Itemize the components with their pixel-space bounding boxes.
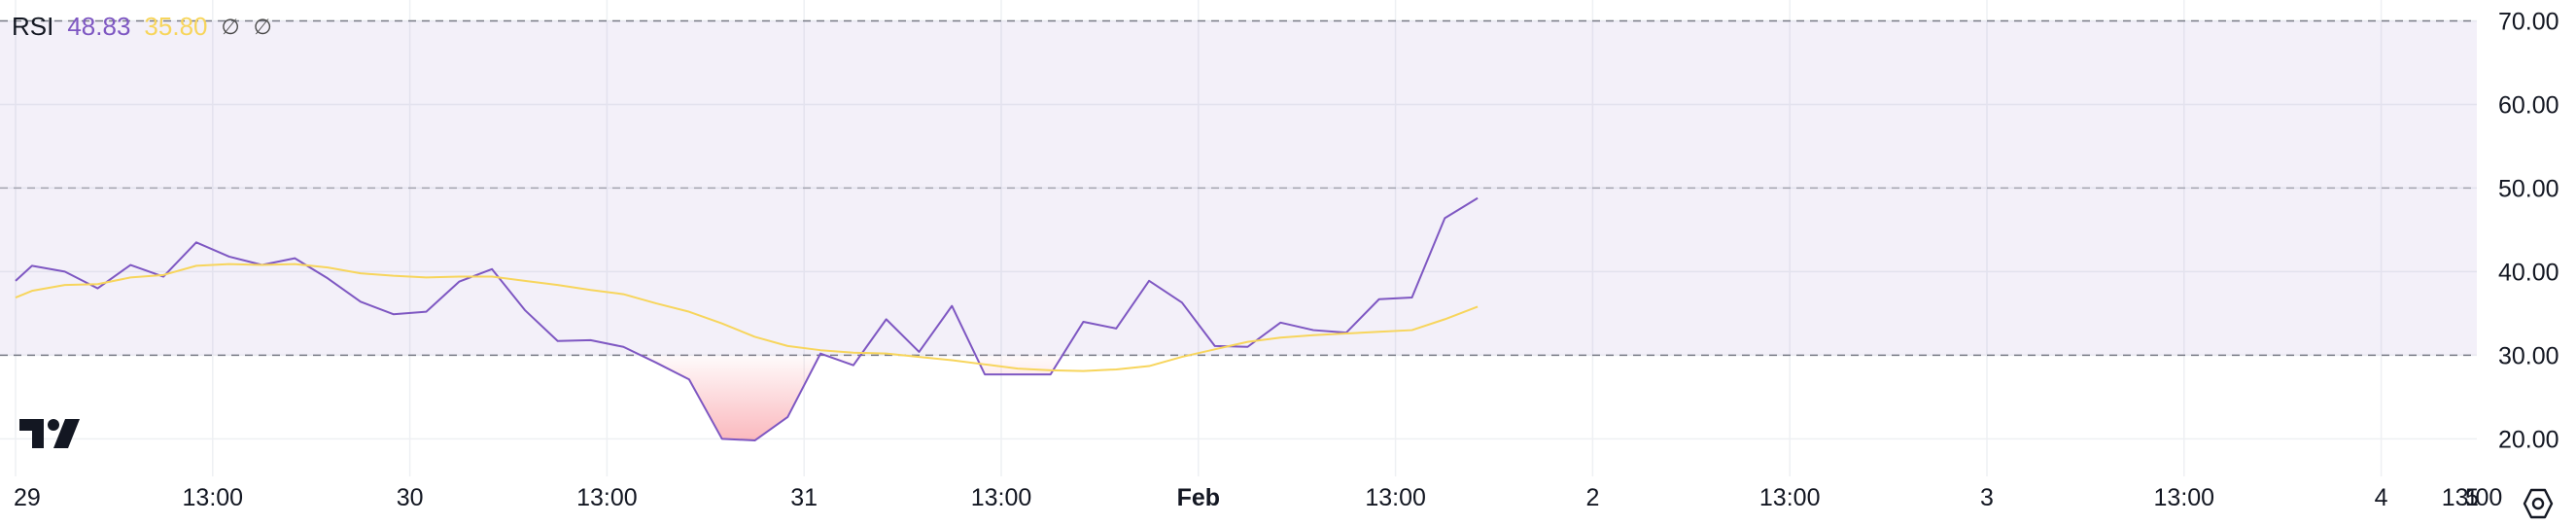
rsi-ma-line [15, 262, 1479, 372]
x-tick-label: 13:00 [576, 484, 638, 511]
empty-value-1: ∅ [221, 14, 240, 39]
x-tick-label: 13:00 [2442, 484, 2503, 511]
x-tick-label: 13:00 [1759, 484, 1821, 511]
x-tick-label: 13:00 [183, 484, 244, 511]
x-tick-label: 29 [14, 484, 41, 511]
x-tick-label: 4 [2375, 484, 2388, 511]
x-tick-label: 31 [790, 484, 818, 511]
tradingview-logo-icon[interactable] [17, 416, 82, 456]
indicator-legend[interactable]: RSI 48.83 35.80 ∅ ∅ [12, 12, 272, 42]
indicator-name[interactable]: RSI [12, 12, 54, 41]
x-tick-label: Feb [1177, 484, 1220, 511]
oversold-area-fill [641, 355, 1063, 441]
rsi-value: 48.83 [67, 12, 131, 41]
y-tick-label: 20.00 [2498, 426, 2559, 453]
x-tick-label: 30 [397, 484, 424, 511]
rsi-ma-value: 35.80 [144, 12, 208, 41]
x-tick-label: 13:00 [1365, 484, 1426, 511]
x-tick-label: 2 [1585, 484, 1599, 511]
y-tick-label: 30.00 [2498, 342, 2559, 369]
y-tick-label: 50.00 [2498, 175, 2559, 202]
y-tick-label: 40.00 [2498, 259, 2559, 286]
x-tick-label: 13:00 [971, 484, 1032, 511]
x-tick-label: 13:00 [2154, 484, 2215, 511]
y-tick-label: 70.00 [2498, 8, 2559, 35]
y-tick-label: 60.00 [2498, 91, 2559, 119]
empty-value-2: ∅ [253, 14, 272, 39]
x-tick-label: 1 [2465, 484, 2479, 511]
x-tick-label: 3 [1980, 484, 1994, 511]
x-tick-label: 5 [2465, 484, 2479, 511]
settings-gear-icon[interactable] [2522, 487, 2555, 525]
